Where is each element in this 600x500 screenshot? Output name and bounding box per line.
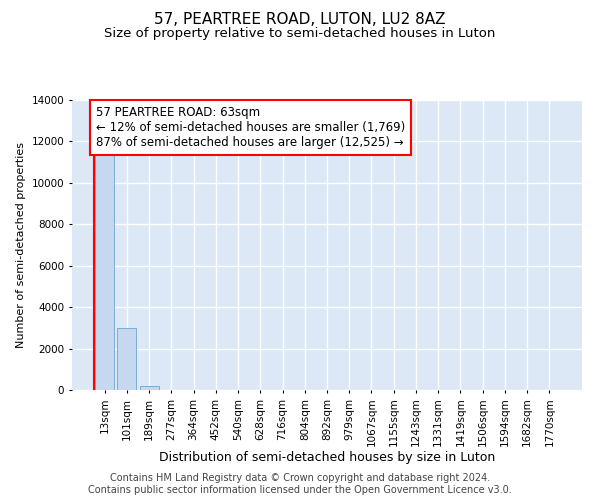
Text: 57, PEARTREE ROAD, LUTON, LU2 8AZ: 57, PEARTREE ROAD, LUTON, LU2 8AZ <box>154 12 446 28</box>
Text: Distribution of semi-detached houses by size in Luton: Distribution of semi-detached houses by … <box>159 451 495 464</box>
Y-axis label: Number of semi-detached properties: Number of semi-detached properties <box>16 142 26 348</box>
Bar <box>95 154 114 390</box>
Bar <box>118 328 136 390</box>
Text: Contains HM Land Registry data © Crown copyright and database right 2024.
Contai: Contains HM Land Registry data © Crown c… <box>88 474 512 495</box>
Text: Size of property relative to semi-detached houses in Luton: Size of property relative to semi-detach… <box>104 28 496 40</box>
Text: 57 PEARTREE ROAD: 63sqm
← 12% of semi-detached houses are smaller (1,769)
87% of: 57 PEARTREE ROAD: 63sqm ← 12% of semi-de… <box>96 106 405 149</box>
Bar <box>140 386 158 390</box>
